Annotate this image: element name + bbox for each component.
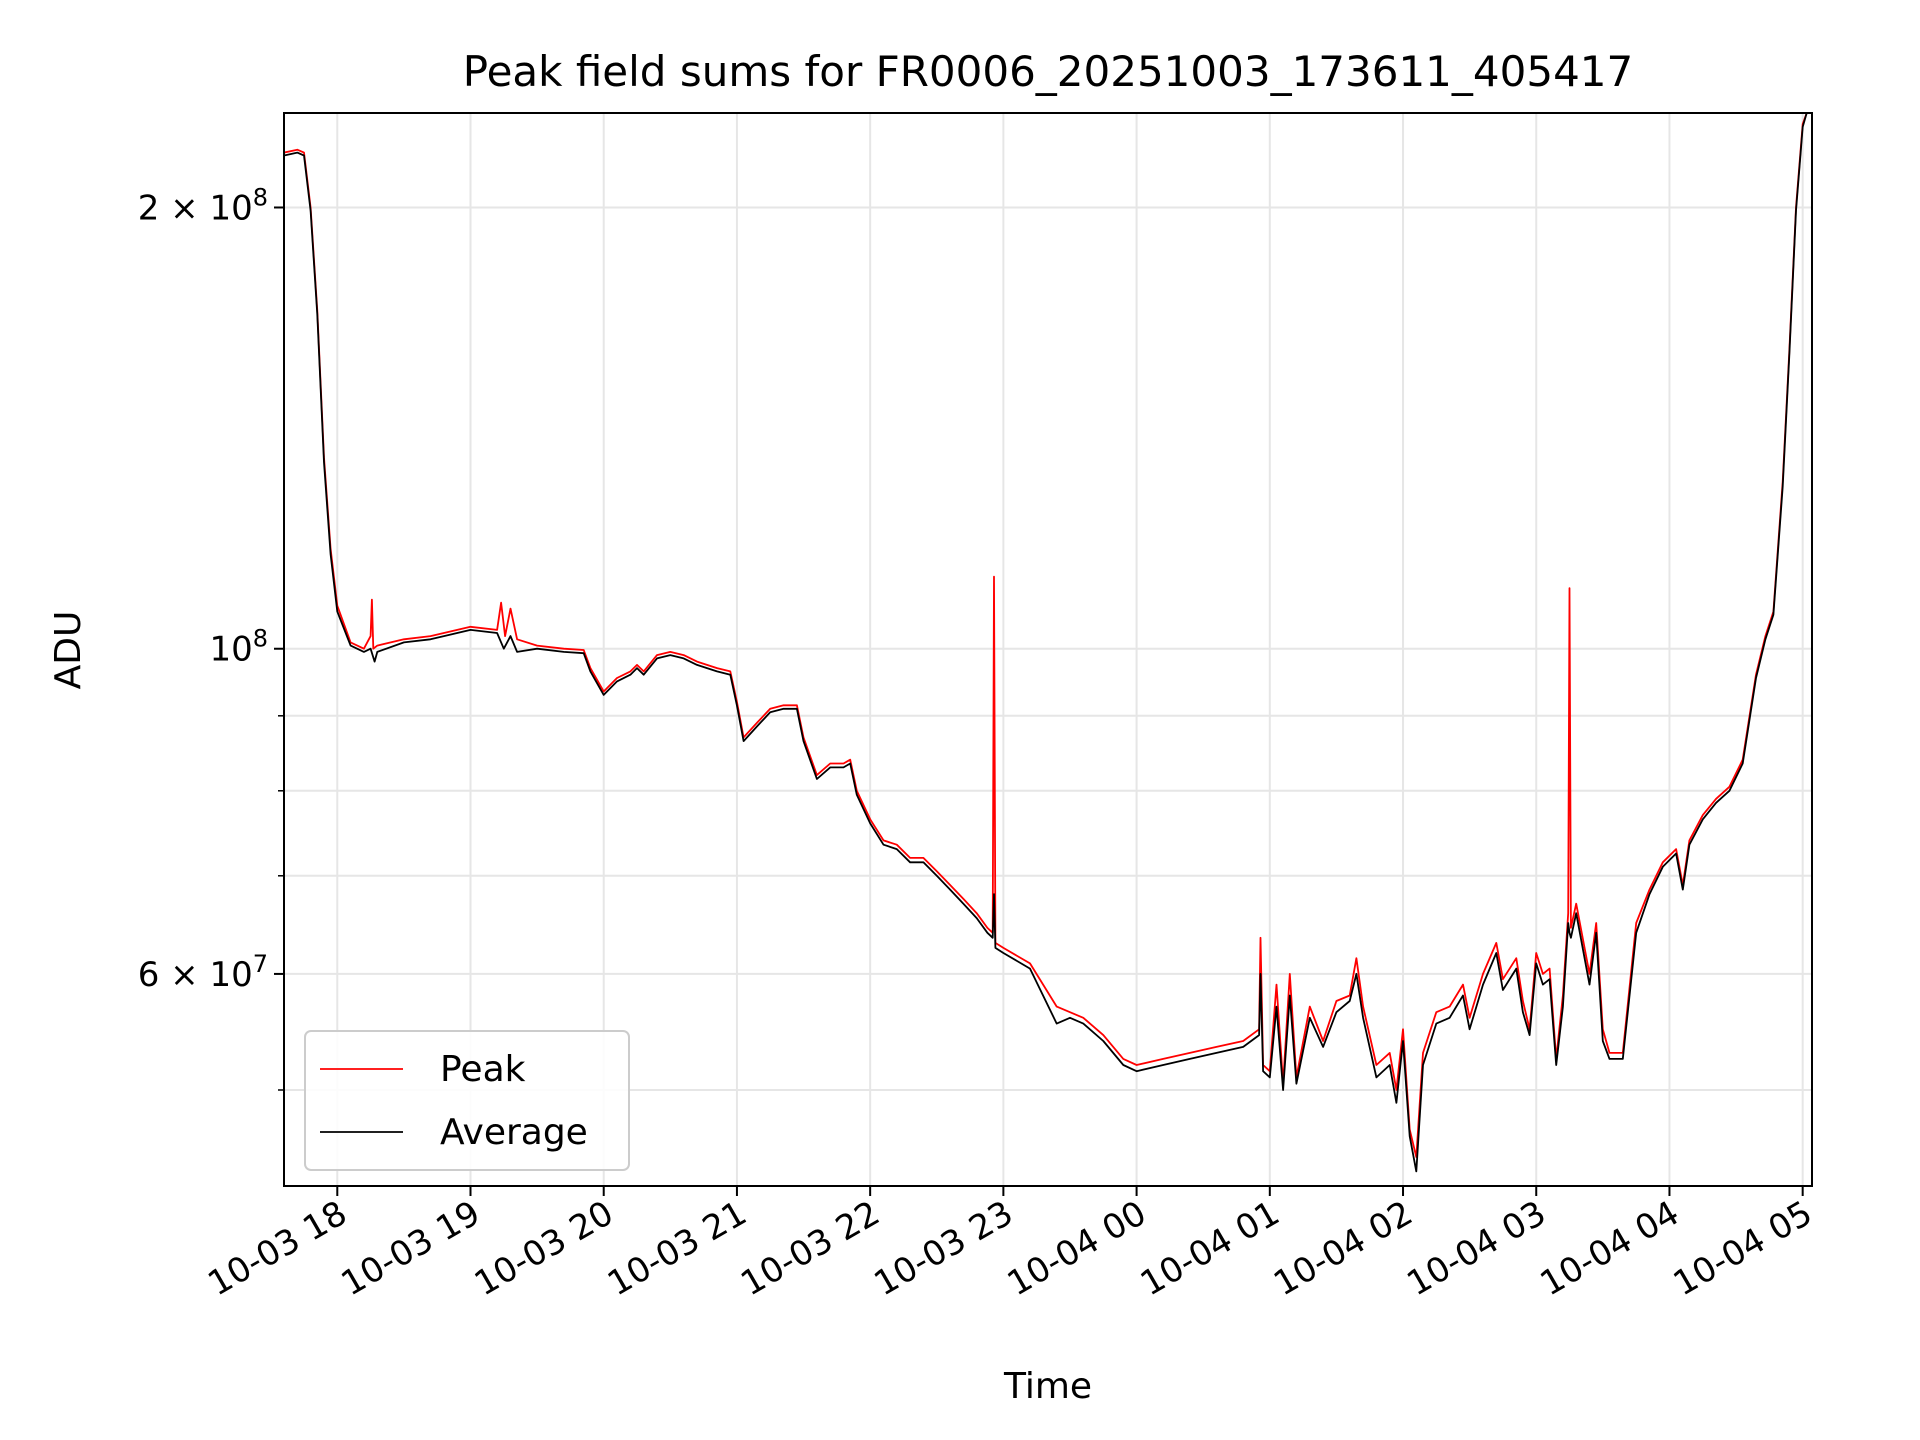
- y-axis-label: ADU: [48, 611, 89, 690]
- y-tick-label: 108: [209, 625, 268, 670]
- y-tick-label: 6 × 107: [138, 950, 268, 995]
- y-tick-label-exponent: 7: [253, 950, 268, 978]
- y-tick-label-base: 10: [209, 630, 252, 670]
- y-tick-label-base: 6 × 10: [138, 955, 253, 995]
- series-line-average: [284, 113, 1808, 1173]
- legend: Peak Average: [304, 1030, 630, 1171]
- series-line-peak: [284, 113, 1808, 1158]
- grid: [284, 113, 1812, 1186]
- series-lines: [284, 113, 1808, 1173]
- y-tick-label-exponent: 8: [253, 183, 268, 211]
- chart-title: Peak field sums for FR0006_20251003_1736…: [463, 47, 1633, 96]
- x-axis-label: Time: [1003, 1366, 1092, 1407]
- legend-label-average: Average: [440, 1112, 588, 1153]
- y-tick-label: 2 × 108: [138, 183, 268, 228]
- legend-box: [304, 1030, 630, 1171]
- y-tick-label-base: 2 × 10: [138, 188, 253, 228]
- legend-label-peak: Peak: [440, 1049, 526, 1090]
- y-tick-label-exponent: 8: [253, 625, 268, 653]
